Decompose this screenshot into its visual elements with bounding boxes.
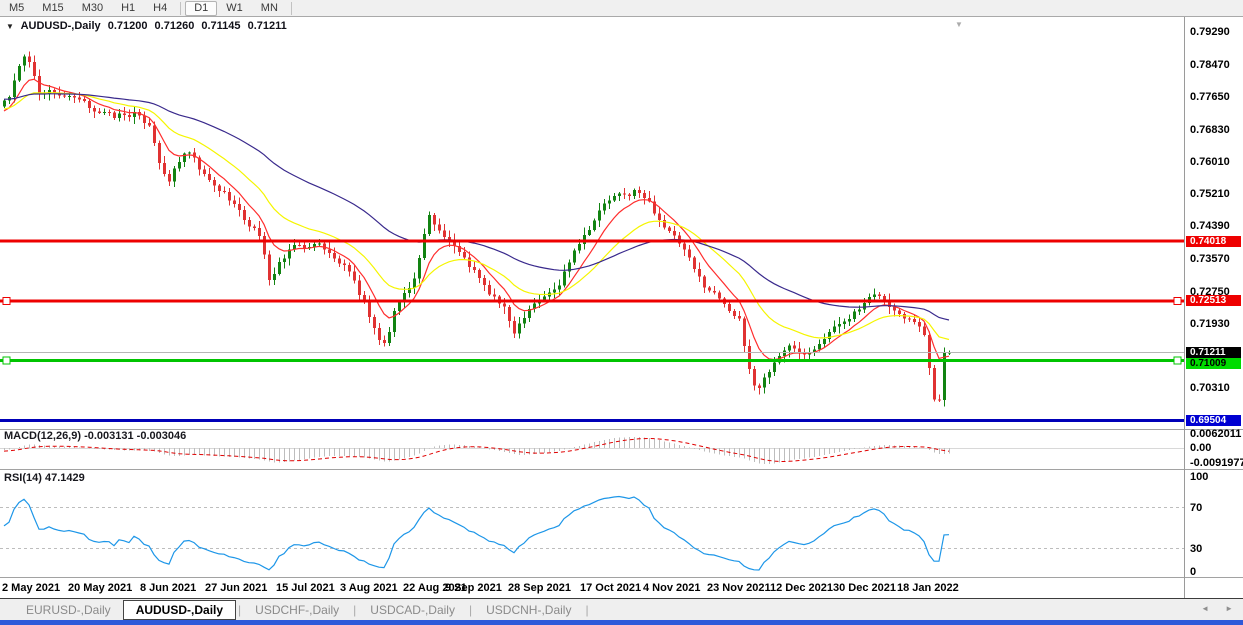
date-axis-label: 18 Jan 2022 xyxy=(897,582,959,594)
date-axis-label: 9 Sep 2021 xyxy=(445,582,502,594)
date-axis-label: 12 Dec 2021 xyxy=(770,582,833,594)
price-axis-label: 0.77650 xyxy=(1190,91,1230,103)
rsi-axis-label: 0 xyxy=(1190,566,1197,578)
price-axis-label: 0.75210 xyxy=(1190,188,1230,200)
date-axis[interactable]: 2 May 2021 20 May 2021 8 Jun 2021 27 Jun 20… xyxy=(0,578,1243,598)
ohlc-open: 0.71200 xyxy=(107,20,148,32)
price-axis-label: 0.78470 xyxy=(1190,59,1230,71)
ohlc-high: 0.71260 xyxy=(154,20,195,32)
toolbar-separator xyxy=(180,1,182,15)
date-axis-label: 8 Jun 2021 xyxy=(140,582,197,594)
toolbar-separator xyxy=(290,1,292,15)
timeframe-button-m30[interactable]: M30 xyxy=(73,1,112,16)
symbol-dropdown-icon[interactable]: ▼ xyxy=(6,22,14,31)
ma-line-8 xyxy=(3,78,950,361)
price-axis-label: 0.74390 xyxy=(1190,220,1230,232)
price-badge-0.69504: 0.69504 xyxy=(1186,415,1241,426)
chart-tab-usdcad[interactable]: USDCAD-,Daily xyxy=(370,602,455,617)
chart-title: ▼ AUDUSD-,Daily 0.71200 0.71260 0.71145 … xyxy=(6,20,291,32)
ohlc-close: 0.71211 xyxy=(247,20,287,32)
ma-line-21 xyxy=(3,92,950,341)
tab-scroll-left-icon[interactable]: ◄ xyxy=(1201,604,1210,613)
rsi-axis-label: 30 xyxy=(1190,543,1203,555)
symbol-name: AUDUSD-,Daily xyxy=(20,20,101,32)
chart-tab-usdcnh[interactable]: USDCNH-,Daily xyxy=(486,602,572,617)
chart-tab-audusd[interactable]: AUDUSD-,Daily xyxy=(122,599,237,620)
price-axis-label: 0.76010 xyxy=(1190,156,1230,168)
price-axis-label: 0.71930 xyxy=(1190,318,1230,330)
ma-line-55 xyxy=(4,93,950,321)
macd-histogram xyxy=(4,437,950,464)
price-axis-label: 0.73570 xyxy=(1190,253,1230,265)
tab-separator: | xyxy=(468,602,473,617)
chart-tab-bar: EURUSD-,Daily AUDUSD-,Daily | USDCHF-,Daily… xyxy=(0,598,1243,620)
price-badge-0.72513: 0.72513 xyxy=(1186,295,1241,306)
chart-tab-usdchf[interactable]: USDCHF-,Daily xyxy=(255,602,340,617)
rsi-indicator-label: RSI(14) 47.1429 xyxy=(4,472,85,484)
hline-handle-resistance-2[interactable] xyxy=(1173,296,1182,305)
tab-scroll-controls: ◄ ► xyxy=(1201,604,1233,613)
price-axis-label: 0.70310 xyxy=(1190,382,1230,394)
tab-separator: | xyxy=(353,602,357,617)
hline-handle-support-1[interactable] xyxy=(2,356,11,365)
chart-shift-marker-icon[interactable]: ▼ xyxy=(955,20,963,29)
timeframe-button-h1[interactable]: H1 xyxy=(112,1,144,16)
macd-axis-label: -0.0091977 xyxy=(1190,457,1243,469)
date-axis-label: 3 Aug 2021 xyxy=(340,582,398,594)
timeframe-button-d1[interactable]: D1 xyxy=(185,0,218,16)
macd-signal-line xyxy=(3,437,950,463)
tab-separator: | xyxy=(585,602,589,617)
date-axis-label: 4 Nov 2021 xyxy=(643,582,701,594)
hline-handle-resistance-2[interactable] xyxy=(2,296,11,305)
timeframe-button-h4[interactable]: H4 xyxy=(144,1,176,16)
macd-axis-label: 0.0062011 xyxy=(1190,428,1242,440)
tab-separator: | xyxy=(238,602,242,617)
date-axis-label: 22 Aug 2021 xyxy=(403,582,467,594)
macd-axis-label: 0.00 xyxy=(1190,442,1212,454)
date-axis-label: 30 Dec 2021 xyxy=(833,582,896,594)
date-axis-label: 20 May 2021 xyxy=(68,582,133,594)
rsi-line xyxy=(3,495,950,571)
tab-scroll-right-icon[interactable]: ► xyxy=(1225,604,1233,613)
timeframe-button-mn[interactable]: MN xyxy=(252,1,287,16)
price-axis-label: 0.79290 xyxy=(1190,26,1230,38)
rsi-axis-label: 70 xyxy=(1190,502,1203,514)
timeframe-toolbar: M5 M15 M30 H1 H4 D1 W1 MN xyxy=(0,0,1243,17)
candles-layer xyxy=(3,51,951,407)
chart-tab-eurusd[interactable]: EURUSD-,Daily xyxy=(26,602,111,617)
rsi-axis-label: 100 xyxy=(1190,471,1209,483)
price-badge-0.71009: 0.71009 xyxy=(1186,358,1241,369)
ohlc-low: 0.71145 xyxy=(201,20,241,32)
date-axis-label: 15 Jul 2021 xyxy=(276,582,335,594)
timeframe-button-w1[interactable]: W1 xyxy=(217,1,252,16)
timeframe-button-m15[interactable]: M15 xyxy=(33,1,72,16)
bottom-window-strip xyxy=(0,620,1243,625)
price-axis[interactable]: 0.79290 0.78470 0.77650 0.76830 0.76010 0.752… xyxy=(1185,0,1243,598)
date-axis-label: 28 Sep 2021 xyxy=(508,582,571,594)
date-axis-label: 2 May 2021 xyxy=(2,582,61,594)
macd-indicator-label: MACD(12,26,9) -0.003131 -0.003046 xyxy=(4,430,187,442)
date-axis-label: 17 Oct 2021 xyxy=(580,582,642,594)
price-axis-label: 0.76830 xyxy=(1190,124,1230,136)
date-axis-label: 27 Jun 2021 xyxy=(205,582,268,594)
date-axis-label: 23 Nov 2021 xyxy=(707,582,771,594)
timeframe-button-m5[interactable]: M5 xyxy=(0,1,33,16)
hline-handle-support-1[interactable] xyxy=(1173,356,1182,365)
price-badge-0.74018: 0.74018 xyxy=(1186,236,1241,247)
price-badge-0.71211: 0.71211 xyxy=(1186,347,1241,358)
